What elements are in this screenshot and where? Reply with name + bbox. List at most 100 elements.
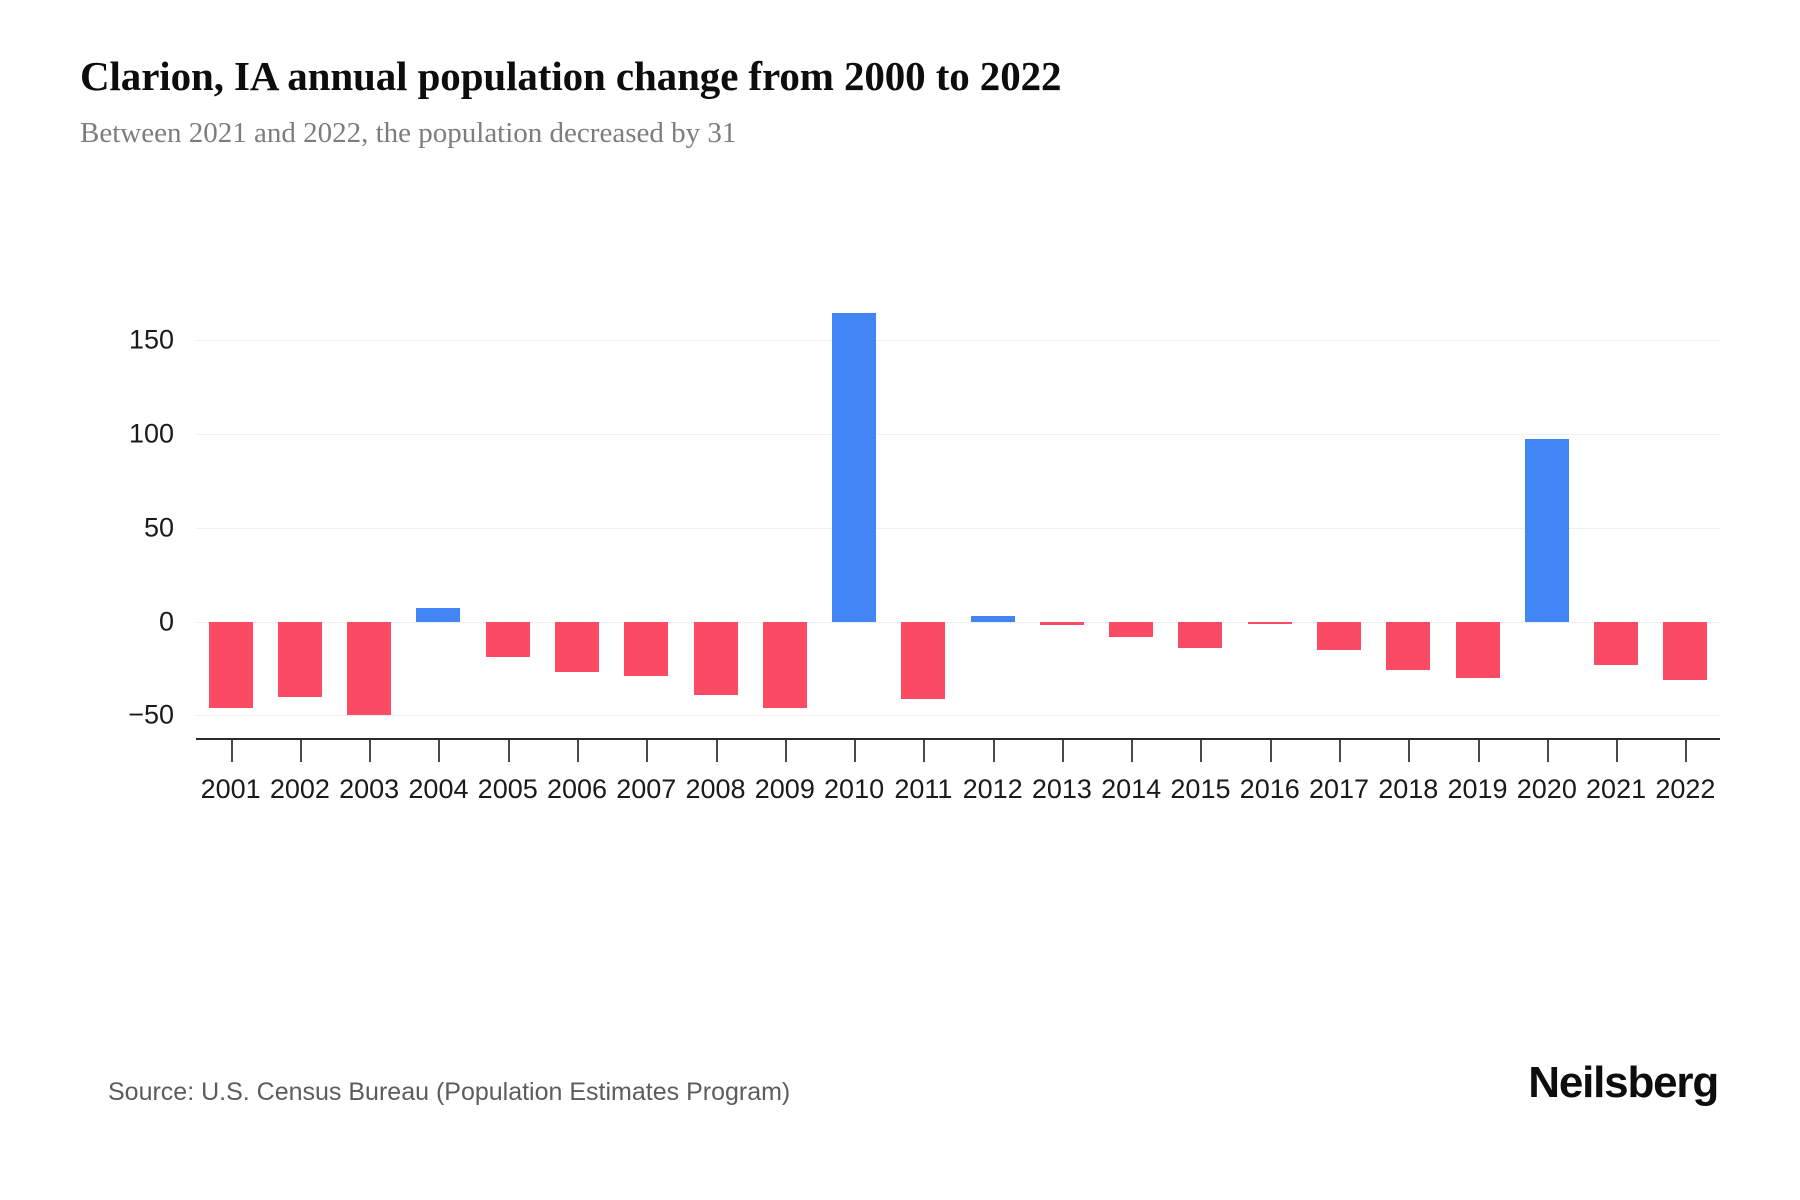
x-axis-tick bbox=[1408, 740, 1411, 762]
bar-2022[interactable] bbox=[1663, 621, 1708, 680]
bar-slot bbox=[335, 274, 404, 738]
x-axis-tick bbox=[992, 740, 995, 762]
bar-2014[interactable] bbox=[1109, 621, 1154, 637]
bar-slot bbox=[196, 274, 265, 738]
gridline bbox=[196, 527, 1720, 529]
bar-2012[interactable] bbox=[970, 615, 1015, 622]
gridline bbox=[196, 433, 1720, 435]
x-axis-tick bbox=[923, 740, 926, 762]
x-axis-tick-label: 2003 bbox=[339, 774, 400, 804]
x-axis-tick-label: 2001 bbox=[200, 774, 261, 804]
y-axis-tick-label: −50 bbox=[128, 699, 174, 730]
bar-slot bbox=[612, 274, 681, 738]
bar-2016[interactable] bbox=[1247, 621, 1292, 624]
bar-slot bbox=[1027, 274, 1096, 738]
bar-slot bbox=[889, 274, 958, 738]
bar-slot bbox=[750, 274, 819, 738]
x-axis-tick bbox=[230, 740, 233, 762]
bar-2011[interactable] bbox=[901, 621, 946, 699]
x-axis-tick-label: 2006 bbox=[546, 774, 608, 804]
bar-series bbox=[196, 274, 1720, 738]
x-axis-tick-label: 2019 bbox=[1447, 774, 1508, 804]
bar-2005[interactable] bbox=[485, 621, 530, 658]
x-axis-tick bbox=[854, 740, 857, 762]
y-axis-tick-label: 50 bbox=[143, 512, 174, 543]
x-axis-tick-label: 2013 bbox=[1031, 774, 1092, 804]
bar-2003[interactable] bbox=[347, 621, 392, 716]
x-axis-tick bbox=[1339, 740, 1341, 762]
gridline bbox=[196, 715, 1720, 717]
bar-2002[interactable] bbox=[277, 621, 322, 697]
chart-subtitle: Between 2021 and 2022, the population de… bbox=[80, 117, 737, 149]
bar-2008[interactable] bbox=[693, 621, 738, 695]
x-axis-tick-label: 2021 bbox=[1586, 774, 1647, 804]
brand-logo: Neilsberg bbox=[1528, 1058, 1719, 1107]
x-axis-tick bbox=[1269, 740, 1272, 762]
x-axis-tick-label: 2007 bbox=[616, 774, 677, 804]
bar-slot bbox=[1512, 274, 1581, 738]
x-axis-tick bbox=[369, 740, 372, 762]
x-axis-tick bbox=[784, 740, 787, 762]
x-axis-tick-label: 2002 bbox=[269, 774, 330, 804]
bar-2018[interactable] bbox=[1386, 621, 1431, 671]
bar-slot bbox=[404, 274, 473, 738]
x-axis-tick-label: 2014 bbox=[1101, 774, 1162, 804]
bar-2019[interactable] bbox=[1455, 621, 1500, 678]
source-note: Source: U.S. Census Bureau (Population E… bbox=[108, 1078, 791, 1106]
bar-2006[interactable] bbox=[554, 621, 599, 673]
bar-slot bbox=[1651, 274, 1720, 738]
x-axis-tick bbox=[1685, 740, 1688, 762]
y-axis-tick-label: 0 bbox=[158, 606, 174, 637]
page-title: Clarion, IA annual population change fro… bbox=[80, 53, 1062, 99]
x-axis-tick bbox=[1131, 740, 1134, 762]
bar-slot bbox=[542, 274, 611, 738]
gridline bbox=[196, 339, 1720, 341]
bar-2001[interactable] bbox=[208, 621, 253, 708]
x-axis-tick-label: 2004 bbox=[408, 774, 469, 804]
bar-2015[interactable] bbox=[1178, 621, 1223, 648]
bar-slot bbox=[1374, 274, 1443, 738]
x-axis-tick-label: 2015 bbox=[1170, 774, 1231, 804]
bar-slot bbox=[473, 274, 542, 738]
plot-canvas: 150 100 50 0 −50 bbox=[128, 274, 1720, 738]
x-axis-tick-label: 2012 bbox=[962, 774, 1023, 804]
bar-slot bbox=[819, 274, 888, 738]
bar-slot bbox=[1581, 274, 1650, 738]
bar-2010[interactable] bbox=[832, 313, 877, 622]
x-axis-tick-label: 2018 bbox=[1378, 774, 1439, 804]
x-axis-tick-label: 2020 bbox=[1516, 774, 1577, 804]
x-axis-tick bbox=[715, 740, 718, 762]
bar-2013[interactable] bbox=[1039, 621, 1084, 626]
x-axis-tick-label: 2010 bbox=[824, 774, 885, 804]
x-axis-tick bbox=[438, 740, 441, 762]
x-axis-tick-label: 2022 bbox=[1655, 774, 1716, 804]
bar-slot bbox=[1304, 274, 1373, 738]
y-axis-tick-label: 150 bbox=[128, 324, 174, 355]
x-axis-tick bbox=[1061, 740, 1064, 762]
bar-2007[interactable] bbox=[624, 621, 669, 676]
x-axis-tick bbox=[1546, 740, 1549, 762]
bar-slot bbox=[1097, 274, 1166, 738]
y-axis-tick-label: 100 bbox=[128, 418, 174, 449]
x-axis-line bbox=[196, 738, 1720, 740]
x-axis-tick bbox=[507, 740, 510, 762]
bar-2004[interactable] bbox=[416, 608, 461, 622]
x-axis-tick-label: 2008 bbox=[685, 774, 746, 804]
x-axis-tick-label: 2005 bbox=[477, 774, 538, 804]
gridline bbox=[196, 621, 1720, 623]
x-axis-tick bbox=[299, 740, 302, 762]
x-axis-tick bbox=[1616, 740, 1619, 762]
x-axis-tick-label: 2009 bbox=[754, 774, 815, 804]
bar-slot bbox=[1443, 274, 1512, 738]
x-axis-tick-label: 2017 bbox=[1308, 774, 1370, 804]
bar-2009[interactable] bbox=[762, 621, 807, 708]
bar-2017[interactable] bbox=[1316, 621, 1361, 650]
x-axis-tick-label: 2011 bbox=[894, 774, 953, 804]
bar-2020[interactable] bbox=[1524, 439, 1569, 622]
bar-slot bbox=[265, 274, 334, 738]
x-axis-tick-label: 2016 bbox=[1239, 774, 1300, 804]
bar-slot bbox=[681, 274, 750, 738]
bar-2021[interactable] bbox=[1594, 621, 1639, 665]
x-axis-tick bbox=[646, 740, 649, 762]
